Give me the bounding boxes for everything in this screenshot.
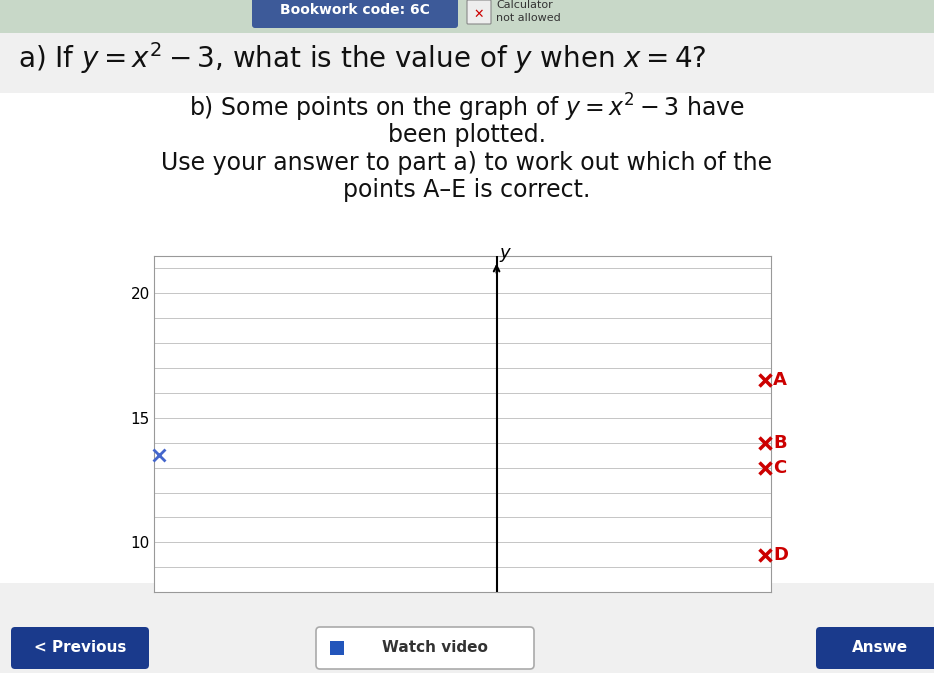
Text: Calculator: Calculator bbox=[496, 0, 553, 10]
Text: a) If $y = x^2 - 3$, what is the value of $y$ when $x = 4$?: a) If $y = x^2 - 3$, what is the value o… bbox=[18, 40, 707, 76]
Text: b) Some points on the graph of $y = x^2 - 3$ have: b) Some points on the graph of $y = x^2 … bbox=[189, 92, 745, 124]
Text: Use your answer to part a) to work out which of the: Use your answer to part a) to work out w… bbox=[162, 151, 772, 175]
Text: D: D bbox=[773, 546, 788, 564]
FancyBboxPatch shape bbox=[252, 0, 458, 28]
FancyBboxPatch shape bbox=[0, 93, 934, 583]
Text: been plotted.: been plotted. bbox=[388, 123, 546, 147]
Text: Bookwork code: 6C: Bookwork code: 6C bbox=[280, 3, 430, 17]
FancyBboxPatch shape bbox=[467, 0, 491, 24]
FancyBboxPatch shape bbox=[11, 627, 149, 669]
FancyBboxPatch shape bbox=[316, 627, 534, 669]
FancyBboxPatch shape bbox=[330, 641, 344, 655]
Text: ✕: ✕ bbox=[474, 7, 484, 20]
Text: $y$: $y$ bbox=[500, 246, 513, 264]
Text: A: A bbox=[773, 371, 787, 390]
FancyBboxPatch shape bbox=[0, 0, 934, 33]
Text: C: C bbox=[773, 458, 786, 476]
Text: points A–E is correct.: points A–E is correct. bbox=[344, 178, 590, 202]
Text: not allowed: not allowed bbox=[496, 13, 560, 23]
FancyBboxPatch shape bbox=[816, 627, 934, 669]
Text: Answe: Answe bbox=[852, 641, 908, 656]
Text: < Previous: < Previous bbox=[34, 641, 126, 656]
Text: Watch video: Watch video bbox=[382, 641, 488, 656]
Text: B: B bbox=[773, 433, 786, 452]
